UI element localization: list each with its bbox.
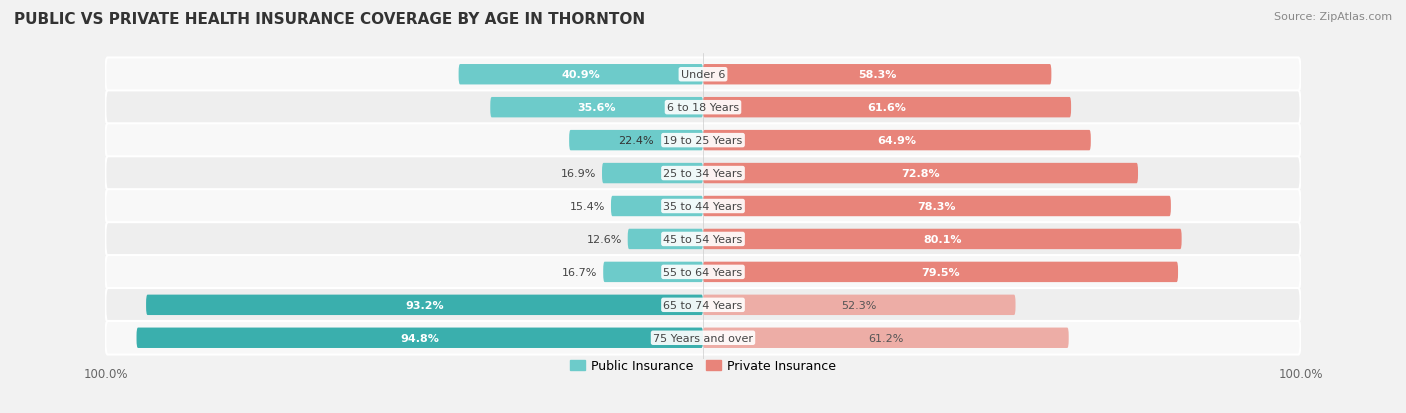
- Text: 12.6%: 12.6%: [586, 234, 621, 244]
- FancyBboxPatch shape: [105, 91, 1301, 125]
- FancyBboxPatch shape: [703, 164, 1137, 184]
- Text: 15.4%: 15.4%: [569, 202, 605, 211]
- FancyBboxPatch shape: [105, 288, 1301, 322]
- Text: 94.8%: 94.8%: [401, 333, 439, 343]
- FancyBboxPatch shape: [612, 196, 703, 217]
- FancyBboxPatch shape: [703, 229, 1181, 249]
- Text: 78.3%: 78.3%: [918, 202, 956, 211]
- FancyBboxPatch shape: [703, 131, 1091, 151]
- Text: 58.3%: 58.3%: [858, 70, 897, 80]
- FancyBboxPatch shape: [491, 98, 703, 118]
- Text: 16.7%: 16.7%: [562, 267, 598, 277]
- Text: PUBLIC VS PRIVATE HEALTH INSURANCE COVERAGE BY AGE IN THORNTON: PUBLIC VS PRIVATE HEALTH INSURANCE COVER…: [14, 12, 645, 27]
- FancyBboxPatch shape: [146, 295, 703, 315]
- Text: 64.9%: 64.9%: [877, 136, 917, 146]
- FancyBboxPatch shape: [703, 98, 1071, 118]
- FancyBboxPatch shape: [105, 58, 1301, 92]
- FancyBboxPatch shape: [458, 65, 703, 85]
- Text: 61.2%: 61.2%: [868, 333, 904, 343]
- Text: 25 to 34 Years: 25 to 34 Years: [664, 169, 742, 179]
- FancyBboxPatch shape: [569, 131, 703, 151]
- Text: 61.6%: 61.6%: [868, 103, 907, 113]
- FancyBboxPatch shape: [703, 295, 1015, 315]
- Text: 35 to 44 Years: 35 to 44 Years: [664, 202, 742, 211]
- FancyBboxPatch shape: [105, 321, 1301, 355]
- Text: 35.6%: 35.6%: [578, 103, 616, 113]
- FancyBboxPatch shape: [105, 190, 1301, 223]
- FancyBboxPatch shape: [105, 157, 1301, 190]
- Text: 55 to 64 Years: 55 to 64 Years: [664, 267, 742, 277]
- FancyBboxPatch shape: [703, 328, 1069, 348]
- FancyBboxPatch shape: [703, 65, 1052, 85]
- Text: 19 to 25 Years: 19 to 25 Years: [664, 136, 742, 146]
- Text: 22.4%: 22.4%: [619, 136, 654, 146]
- Text: Source: ZipAtlas.com: Source: ZipAtlas.com: [1274, 12, 1392, 22]
- Text: 45 to 54 Years: 45 to 54 Years: [664, 234, 742, 244]
- Text: 80.1%: 80.1%: [924, 234, 962, 244]
- Text: 65 to 74 Years: 65 to 74 Years: [664, 300, 742, 310]
- Text: 79.5%: 79.5%: [921, 267, 960, 277]
- FancyBboxPatch shape: [703, 262, 1178, 282]
- Text: Under 6: Under 6: [681, 70, 725, 80]
- FancyBboxPatch shape: [703, 196, 1171, 217]
- FancyBboxPatch shape: [603, 262, 703, 282]
- Text: 72.8%: 72.8%: [901, 169, 939, 179]
- FancyBboxPatch shape: [105, 124, 1301, 157]
- FancyBboxPatch shape: [105, 223, 1301, 256]
- FancyBboxPatch shape: [627, 229, 703, 249]
- Text: 52.3%: 52.3%: [842, 300, 877, 310]
- Text: 40.9%: 40.9%: [561, 70, 600, 80]
- Text: 75 Years and over: 75 Years and over: [652, 333, 754, 343]
- FancyBboxPatch shape: [602, 164, 703, 184]
- Text: 6 to 18 Years: 6 to 18 Years: [666, 103, 740, 113]
- FancyBboxPatch shape: [136, 328, 703, 348]
- Legend: Public Insurance, Private Insurance: Public Insurance, Private Insurance: [565, 355, 841, 377]
- Text: 16.9%: 16.9%: [561, 169, 596, 179]
- Text: 93.2%: 93.2%: [405, 300, 444, 310]
- FancyBboxPatch shape: [105, 256, 1301, 289]
